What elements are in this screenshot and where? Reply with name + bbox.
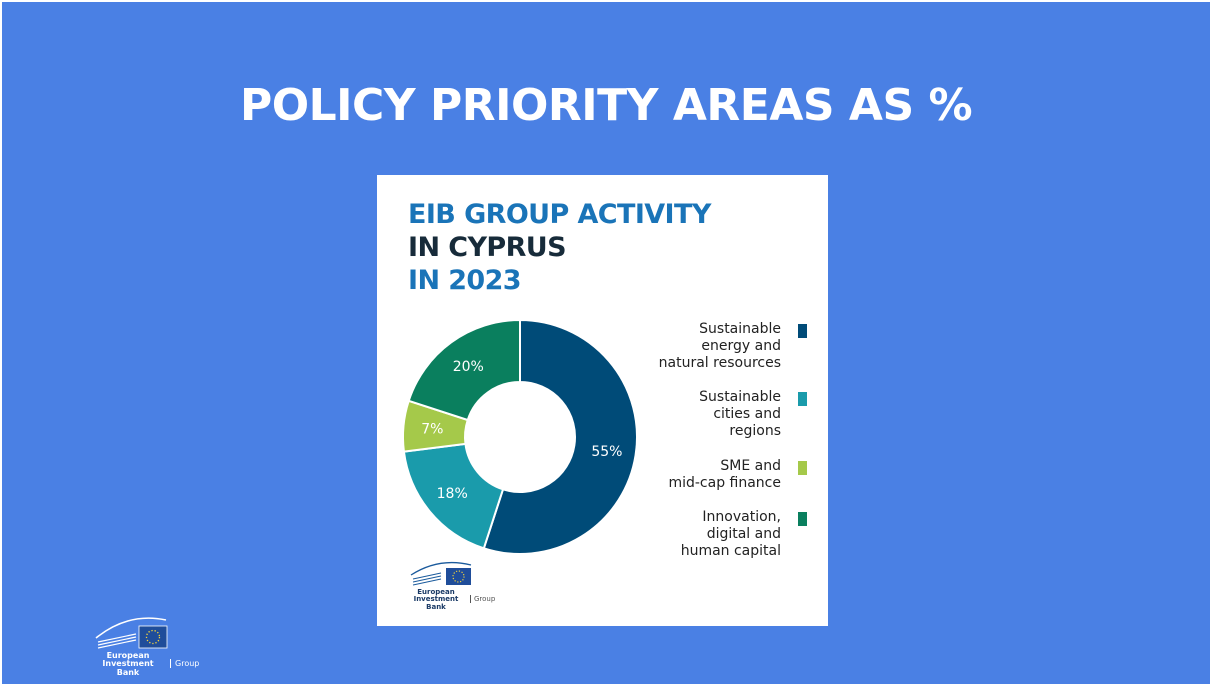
logo-line-1: European (417, 588, 455, 596)
card-title-line-2: IN CYPRUS (408, 232, 567, 263)
legend-swatch-3 (798, 512, 807, 526)
card-title-line-3: IN 2023 (408, 265, 522, 296)
donut-chart: 55% 18% 7% 20% (402, 318, 638, 555)
slide-title: POLICY PRIORITY AREAS AS % (239, 80, 973, 131)
legend-swatch-0 (798, 324, 807, 338)
eib-logo-slide-icon (95, 617, 168, 649)
donut-slice-label-1: 18% (437, 486, 468, 502)
eib-logo-card: European Investment Bank Group (405, 559, 505, 611)
donut-slice-label-3: 20% (453, 359, 484, 375)
legend-label-2: SME and mid-cap finance (668, 458, 781, 491)
legend-label-0: Sustainable energy and natural resources (658, 321, 781, 371)
slide-logo-group-label: Group (170, 659, 199, 668)
logo-line-2: Investment Bank (413, 595, 459, 611)
donut-slice-label-0: 55% (591, 444, 622, 460)
donut-slice-label-2: 7% (421, 422, 443, 438)
donut-slice-0 (482, 318, 638, 555)
logo-group-label: Group (470, 595, 495, 603)
card-title-line-1: EIB GROUP ACTIVITY (408, 199, 711, 230)
card-title: EIB GROUP ACTIVITY IN CYPRUS IN 2023 (408, 198, 711, 297)
legend-label-1: Sustainable cities and regions (699, 389, 781, 439)
infographic-card: EIB GROUP ACTIVITY IN CYPRUS IN 2023 55%… (377, 175, 828, 626)
legend-label-3: Innovation, digital and human capital (680, 509, 781, 559)
eib-logo-slide: European Investment Bank Group (92, 612, 212, 677)
donut-slice-3 (407, 318, 521, 422)
slide-logo-line-1: European (106, 651, 150, 660)
slide-logo-line-2: Investment Bank (102, 659, 154, 677)
eib-logo-icon (410, 561, 472, 586)
legend-swatch-2 (798, 461, 807, 475)
legend-swatch-1 (798, 392, 807, 406)
